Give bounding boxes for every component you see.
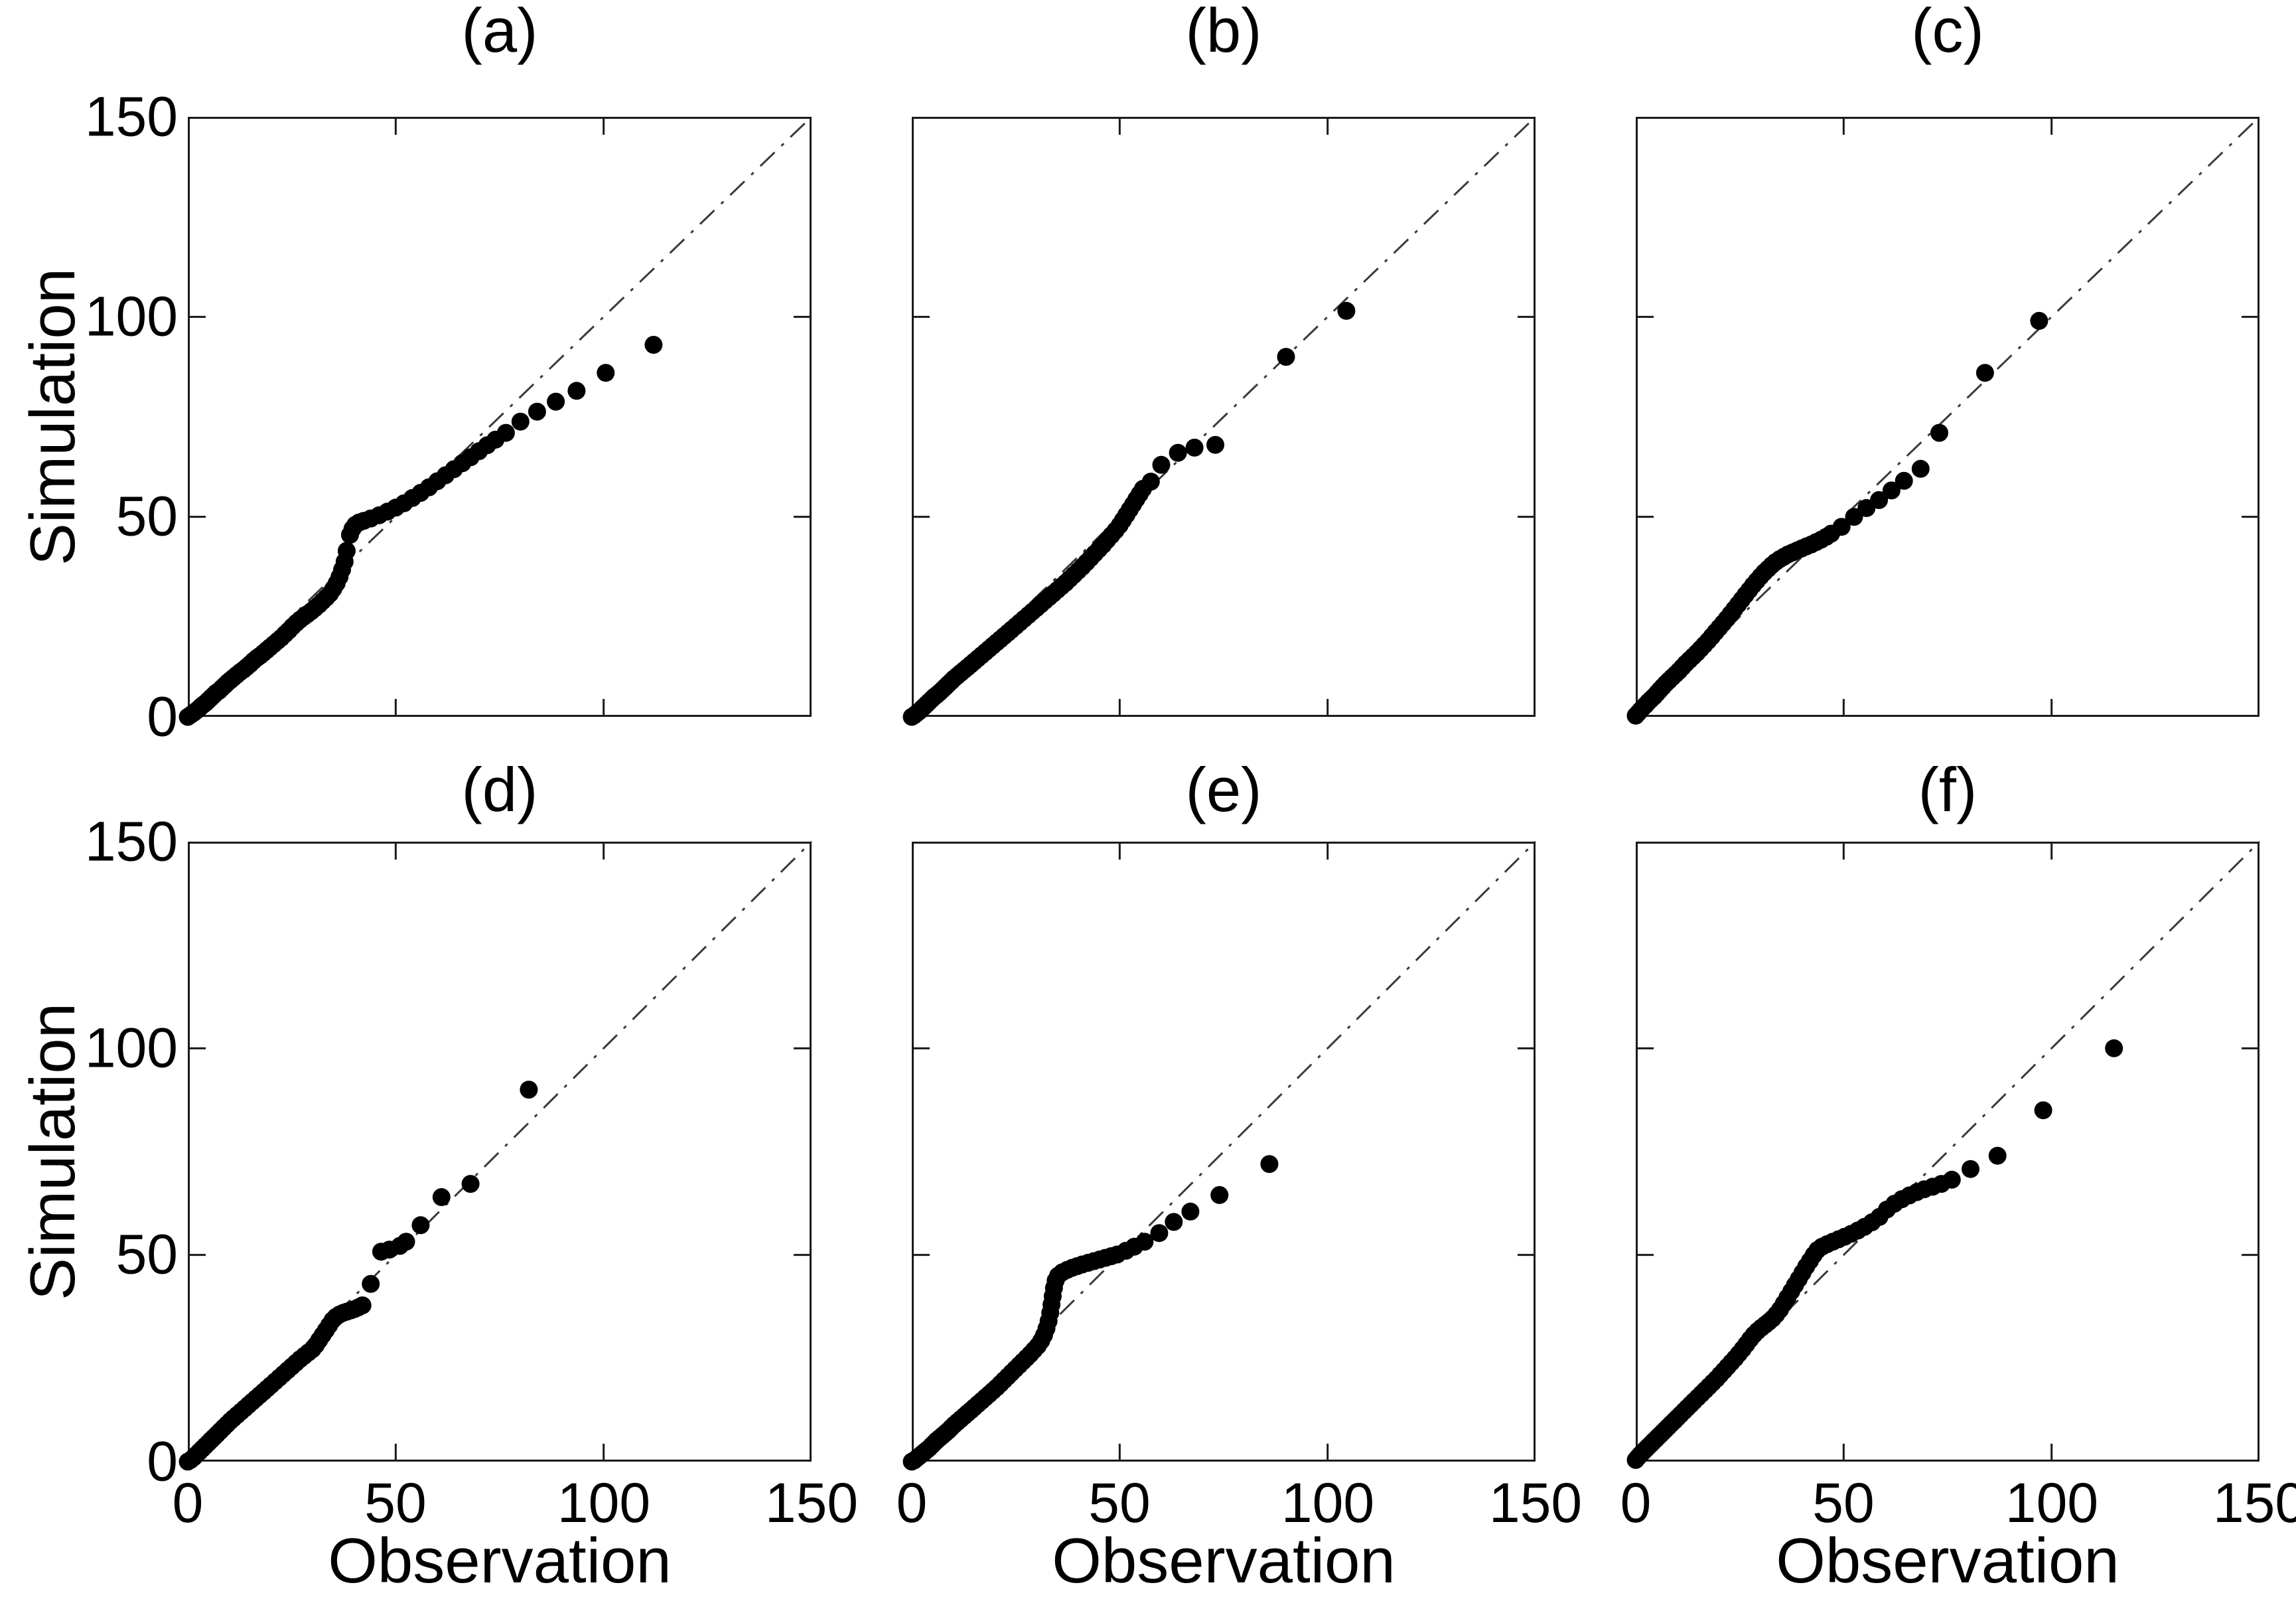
data-point [2105, 1039, 2123, 1057]
data-point [1185, 438, 1204, 457]
ytick-row2-100: 100 [84, 1016, 178, 1079]
ytick-row1-0: 0 [147, 685, 178, 748]
scatter-points [179, 336, 663, 726]
data-point [1210, 1185, 1229, 1204]
data-point [432, 1188, 451, 1206]
ytick-row1-50: 50 [115, 485, 178, 548]
xtick-d-0: 0 [172, 1472, 204, 1534]
data-point [1870, 491, 1889, 509]
plot-panel-c [1626, 115, 2261, 725]
xtick-f-50: 50 [1812, 1472, 1875, 1534]
axes-box [912, 117, 1536, 717]
data-point [2034, 1101, 2052, 1120]
panel-title-f: (f) [1918, 755, 1977, 824]
data-point [1975, 364, 1994, 382]
data-point [1169, 443, 1187, 462]
data-point [1277, 348, 1295, 366]
data-point [1845, 508, 1863, 526]
plot-panel-f [1626, 840, 2261, 1469]
ytick-row2-0: 0 [147, 1430, 178, 1493]
data-point [2030, 311, 2048, 330]
data-point [528, 402, 546, 421]
axes-box [1636, 842, 2260, 1462]
panel-title-e: (e) [1185, 755, 1262, 824]
identity-line [1634, 115, 2261, 718]
x-axis-label-f: Observation [1776, 1525, 2119, 1596]
axes-box [188, 117, 812, 717]
scatter-points [179, 1081, 538, 1471]
ytick-row2-50: 50 [115, 1223, 178, 1286]
ytick-row1-150: 150 [84, 85, 178, 148]
y-axis-label-row2: Simulation [17, 1002, 88, 1301]
data-point [1911, 459, 1930, 478]
xtick-f-0: 0 [1620, 1472, 1652, 1534]
xtick-e-0: 0 [896, 1472, 928, 1534]
ytick-row1-100: 100 [84, 285, 178, 348]
data-point [547, 392, 565, 411]
data-point [496, 423, 515, 442]
data-point [1165, 1213, 1183, 1231]
axes-box [912, 842, 1536, 1462]
data-point [1206, 435, 1224, 454]
y-axis-label-row1: Simulation [17, 267, 88, 566]
plot-panel-e [902, 840, 1537, 1471]
data-point [461, 1175, 480, 1193]
data-point [1930, 423, 1948, 442]
data-point [1152, 455, 1171, 474]
x-axis-label-e: Observation [1052, 1525, 1396, 1596]
xtick-e-50: 50 [1088, 1472, 1151, 1534]
data-point [1832, 518, 1851, 536]
axes-box [188, 842, 812, 1462]
data-point [567, 382, 586, 400]
data-point [597, 364, 615, 382]
data-point [362, 1274, 380, 1293]
scatter-points [902, 301, 1356, 726]
panel-title-d: (d) [461, 755, 538, 824]
panel-title-b: (b) [1185, 0, 1262, 65]
plot-panel-d [179, 840, 813, 1471]
data-point [337, 542, 356, 560]
plot-panel-a [179, 115, 813, 726]
data-point [1337, 301, 1356, 320]
xtick-d-50: 50 [364, 1472, 427, 1534]
data-point [1988, 1146, 2007, 1165]
data-point [397, 1233, 415, 1251]
xtick-d-150: 150 [764, 1472, 859, 1534]
xtick-f-100: 100 [2005, 1472, 2099, 1534]
data-point [353, 1296, 372, 1315]
scatter-points [1626, 311, 2048, 725]
data-point [1882, 481, 1901, 500]
xtick-e-100: 100 [1281, 1472, 1375, 1534]
data-point [1150, 1224, 1169, 1243]
xtick-d-100: 100 [557, 1472, 651, 1534]
data-point [1962, 1160, 1979, 1178]
data-point [1181, 1202, 1200, 1221]
data-point [1135, 1233, 1154, 1251]
xtick-e-150: 150 [1488, 1472, 1583, 1534]
ytick-row2-150: 150 [84, 810, 178, 873]
scatter-points [902, 1155, 1279, 1471]
data-point [1942, 1170, 1961, 1189]
xtick-f-150: 150 [2212, 1472, 2296, 1534]
scatter-points [1626, 1039, 2123, 1469]
data-point [1895, 471, 1913, 490]
plot-panel-b [902, 115, 1537, 726]
data-point [1141, 473, 1160, 491]
data-point [511, 412, 530, 431]
axes-box [1636, 117, 2260, 717]
x-axis-label-d: Observation [328, 1525, 672, 1596]
panel-title-c: (c) [1911, 0, 1984, 65]
data-point [520, 1081, 538, 1099]
data-point [411, 1216, 430, 1235]
data-point [644, 336, 663, 354]
data-point [1260, 1155, 1279, 1174]
panel-title-a: (a) [461, 0, 538, 65]
